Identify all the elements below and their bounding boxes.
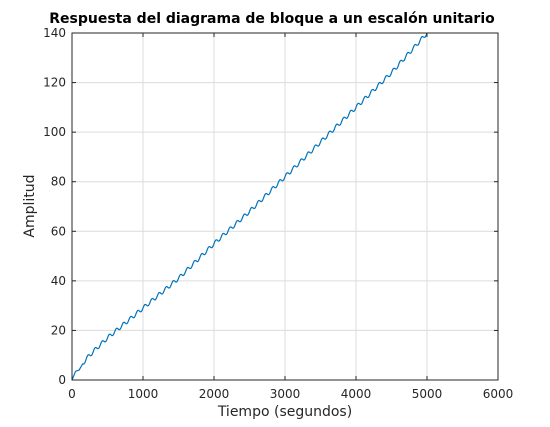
y-tick-label: 80: [51, 175, 66, 189]
x-tick-label: 1000: [128, 387, 159, 401]
x-tick-label: 2000: [199, 387, 230, 401]
x-tick-label: 4000: [341, 387, 372, 401]
y-axis-label: Amplitud: [22, 174, 38, 237]
y-tick-label: 60: [51, 224, 66, 238]
y-tick-label: 140: [43, 26, 66, 40]
y-tick-label: 40: [51, 274, 66, 288]
x-tick-label: 3000: [270, 387, 301, 401]
x-tick-label: 0: [68, 387, 76, 401]
x-tick-label: 5000: [412, 387, 443, 401]
grid: [72, 33, 498, 380]
series-line-0: [71, 32, 428, 381]
series-layer: [71, 32, 428, 381]
y-tick-label: 0: [58, 373, 66, 387]
x-axis-label: Tiempo (segundos): [217, 404, 352, 420]
ticks: 0 1000 2000 3000 4000 5000 6000 0 20 40 60 80 100 120…: [43, 26, 513, 401]
x-tick-label: 6000: [483, 387, 514, 401]
y-tick-label: 100: [43, 125, 66, 139]
y-tick-label: 120: [43, 76, 66, 90]
chart-title: Respuesta del diagrama de bloque a un es…: [49, 11, 495, 27]
y-tick-label: 20: [51, 323, 66, 337]
